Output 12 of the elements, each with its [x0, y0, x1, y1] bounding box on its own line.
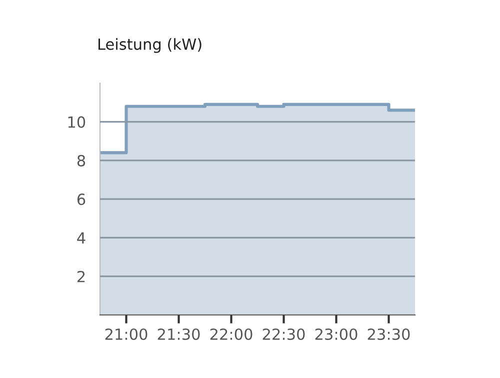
x-tick-label: 21:30 [158, 328, 200, 340]
y-tick-label: 10 [68, 116, 86, 128]
x-tick-label: 23:30 [368, 328, 410, 340]
x-tick-label: 22:00 [210, 328, 252, 340]
chart-title: Leistung (kW) [98, 38, 202, 53]
y-tick-label: 4 [77, 232, 86, 244]
y-tick-label: 8 [77, 154, 86, 166]
y-tick-label: 2 [78, 270, 85, 282]
x-tick-label: 23:00 [315, 328, 358, 340]
y-tick-label: 6 [77, 194, 86, 206]
x-tick-label: 22:30 [262, 328, 305, 340]
x-tick-label: 21:00 [105, 328, 148, 340]
